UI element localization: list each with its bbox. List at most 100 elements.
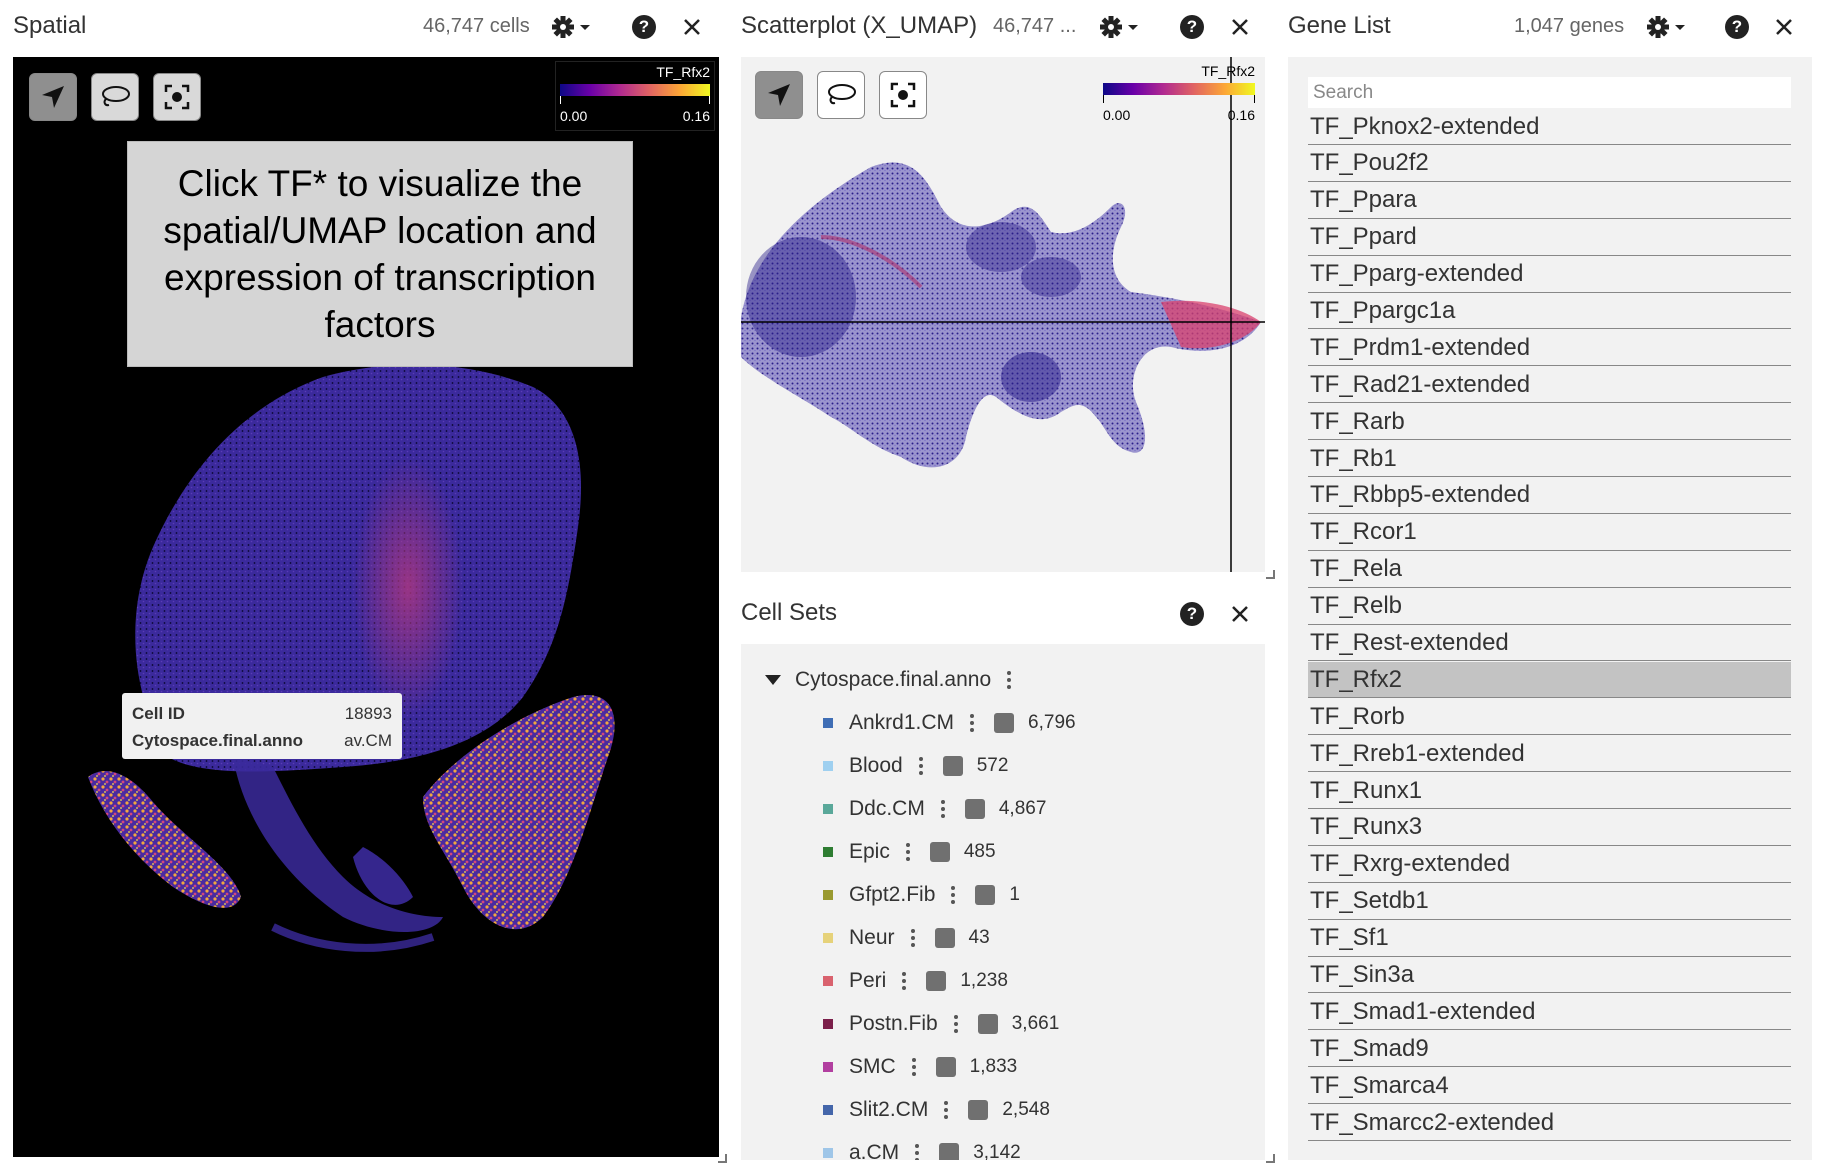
cellsets-resize-handle[interactable]	[1266, 1154, 1275, 1163]
gene-list-item[interactable]: TF_Rarb	[1308, 404, 1791, 441]
scatterplot-close-icon[interactable]	[1228, 15, 1252, 39]
gene-list-item[interactable]: TF_Rxrg-extended	[1308, 847, 1791, 883]
gene-list-item[interactable]: TF_Smad1-extended	[1308, 994, 1791, 1031]
cellset-label[interactable]: Neur	[849, 926, 895, 949]
cellset-label[interactable]: Peri	[849, 969, 887, 992]
gene-list-item[interactable]: TF_Smarca4	[1308, 1068, 1791, 1105]
cellset-label[interactable]: Ddc.CM	[849, 797, 925, 820]
gene-list-item[interactable]: TF_Pknox2-extended	[1308, 109, 1791, 145]
cellset-item[interactable]: Gfpt2.Fib 1	[823, 883, 1020, 907]
genelist-close-icon[interactable]	[1772, 15, 1796, 39]
gene-list-item[interactable]: TF_Pou2f2	[1308, 146, 1791, 182]
recenter-tool[interactable]	[153, 73, 201, 121]
kebab-menu-icon[interactable]	[918, 757, 923, 775]
gene-list-item[interactable]: TF_Pparg-extended	[1308, 257, 1791, 293]
cellset-item[interactable]: Neur 43	[823, 926, 990, 950]
gene-list-item[interactable]: TF_Prdm1-extended	[1308, 330, 1791, 367]
cellset-checkbox[interactable]	[975, 885, 996, 905]
cellset-checkbox[interactable]	[935, 1057, 956, 1077]
cellset-checkbox[interactable]	[942, 756, 963, 776]
kebab-menu-icon[interactable]	[970, 714, 975, 732]
scatterplot-help-icon[interactable]: ?	[1180, 15, 1204, 39]
gene-list-item[interactable]: TF_Rela	[1308, 552, 1791, 588]
cellset-label[interactable]: Blood	[849, 754, 903, 777]
cellset-label[interactable]: SMC	[849, 1055, 896, 1078]
kebab-menu-icon[interactable]	[910, 929, 915, 947]
gene-list-item[interactable]: TF_Rcor1	[1308, 515, 1791, 551]
gene-list-item[interactable]: TF_Relb	[1308, 589, 1791, 625]
kebab-menu-icon[interactable]	[902, 972, 907, 990]
cellset-item[interactable]: Postn.Fib 3,661	[823, 1012, 1059, 1036]
spatial-close-icon[interactable]	[680, 15, 704, 39]
gene-list-item[interactable]: TF_Runx3	[1308, 810, 1791, 846]
select-pointer-tool[interactable]	[755, 71, 803, 119]
select-pointer-tool[interactable]	[29, 73, 77, 121]
genelist-settings-gear-icon[interactable]	[1645, 13, 1689, 41]
scatterplot-resize-handle[interactable]	[1266, 570, 1275, 579]
cellset-checkbox[interactable]	[977, 1014, 998, 1034]
gene-list-item[interactable]: TF_Rb1	[1308, 441, 1791, 478]
gene-list-item[interactable]: TF_Rad21-extended	[1308, 367, 1791, 404]
kebab-menu-icon[interactable]	[905, 843, 910, 861]
spatial-canvas[interactable]: TF_Rfx2 0.00 0.16 Click TF* to visualize…	[13, 57, 719, 1157]
kebab-menu-icon[interactable]	[940, 800, 945, 818]
spatial-settings-gear-icon[interactable]	[550, 13, 594, 41]
lasso-tool[interactable]	[91, 73, 139, 121]
gene-list-item[interactable]: TF_Rfx2	[1308, 662, 1791, 699]
cellset-item[interactable]: Slit2.CM 2,548	[823, 1098, 1050, 1122]
gene-list-item[interactable]: TF_Ppard	[1308, 220, 1791, 256]
cellset-checkbox[interactable]	[929, 842, 950, 862]
kebab-menu-icon[interactable]	[951, 886, 956, 904]
cellset-label[interactable]: Epic	[849, 840, 890, 863]
cellset-item[interactable]: a.CM 3,142	[823, 1141, 1021, 1160]
cellset-checkbox[interactable]	[926, 971, 947, 991]
gene-list-item[interactable]: TF_Smad9	[1308, 1031, 1791, 1068]
cellsets-close-icon[interactable]	[1228, 602, 1252, 626]
recenter-tool[interactable]	[879, 71, 927, 119]
cellset-item[interactable]: Blood 572	[823, 754, 1008, 778]
gene-list-item[interactable]: TF_Rorb	[1308, 699, 1791, 736]
gene-search-input[interactable]	[1308, 77, 1791, 108]
gene-list-item[interactable]: TF_Setdb1	[1308, 884, 1791, 920]
gene-list-item[interactable]: TF_Sin3a	[1308, 957, 1791, 994]
cellset-checkbox[interactable]	[964, 799, 985, 819]
cellset-item[interactable]: Ddc.CM 4,867	[823, 797, 1046, 821]
umap-scatterplot-canvas[interactable]: TF_Rfx2 0.00 0.16	[741, 57, 1265, 572]
cellset-root-label[interactable]: Cytospace.final.anno	[795, 668, 992, 691]
gene-list-item[interactable]: TF_Rreb1-extended	[1308, 736, 1791, 773]
cellset-checkbox[interactable]	[934, 928, 955, 948]
gene-list-item[interactable]: TF_Rest-extended	[1308, 625, 1791, 662]
cellset-label[interactable]: Ankrd1.CM	[849, 711, 955, 734]
kebab-menu-icon[interactable]	[1007, 671, 1012, 689]
cellset-label[interactable]: Slit2.CM	[849, 1098, 929, 1121]
gene-list-item[interactable]: TF_Sf1	[1308, 921, 1791, 957]
gene-list-item[interactable]: TF_Ppara	[1308, 183, 1791, 219]
cellset-label[interactable]: Gfpt2.Fib	[849, 883, 936, 906]
cellset-color-swatch	[823, 847, 833, 857]
cellset-checkbox[interactable]	[968, 1100, 989, 1120]
cellset-item[interactable]: Epic 485	[823, 840, 996, 864]
kebab-menu-icon[interactable]	[953, 1015, 958, 1033]
kebab-menu-icon[interactable]	[911, 1058, 916, 1076]
cellset-label[interactable]: a.CM	[849, 1141, 900, 1160]
scatterplot-settings-gear-icon[interactable]	[1098, 13, 1142, 41]
genelist-help-icon[interactable]: ?	[1725, 15, 1749, 39]
lasso-tool[interactable]	[817, 71, 865, 119]
cellset-item[interactable]: Peri 1,238	[823, 969, 1008, 993]
gene-list-item[interactable]: TF_Rbbp5-extended	[1308, 478, 1791, 514]
spatial-help-icon[interactable]: ?	[632, 15, 656, 39]
cellset-root-node[interactable]: Cytospace.final.anno	[765, 668, 1012, 692]
gene-list-item[interactable]: TF_Ppargc1a	[1308, 293, 1791, 330]
cellset-checkbox[interactable]	[939, 1143, 960, 1160]
gene-list-item[interactable]: TF_Runx1	[1308, 773, 1791, 810]
cellset-item[interactable]: SMC 1,833	[823, 1055, 1017, 1079]
cellset-checkbox[interactable]	[994, 713, 1015, 733]
caret-down-icon[interactable]	[765, 675, 781, 685]
spatial-resize-handle[interactable]	[718, 1154, 727, 1163]
cellset-item[interactable]: Ankrd1.CM 6,796	[823, 711, 1076, 735]
cellsets-help-icon[interactable]: ?	[1180, 602, 1204, 626]
gene-list-item[interactable]: TF_Smarcc2-extended	[1308, 1105, 1791, 1142]
kebab-menu-icon[interactable]	[915, 1144, 920, 1160]
kebab-menu-icon[interactable]	[944, 1101, 949, 1119]
cellset-label[interactable]: Postn.Fib	[849, 1012, 938, 1035]
